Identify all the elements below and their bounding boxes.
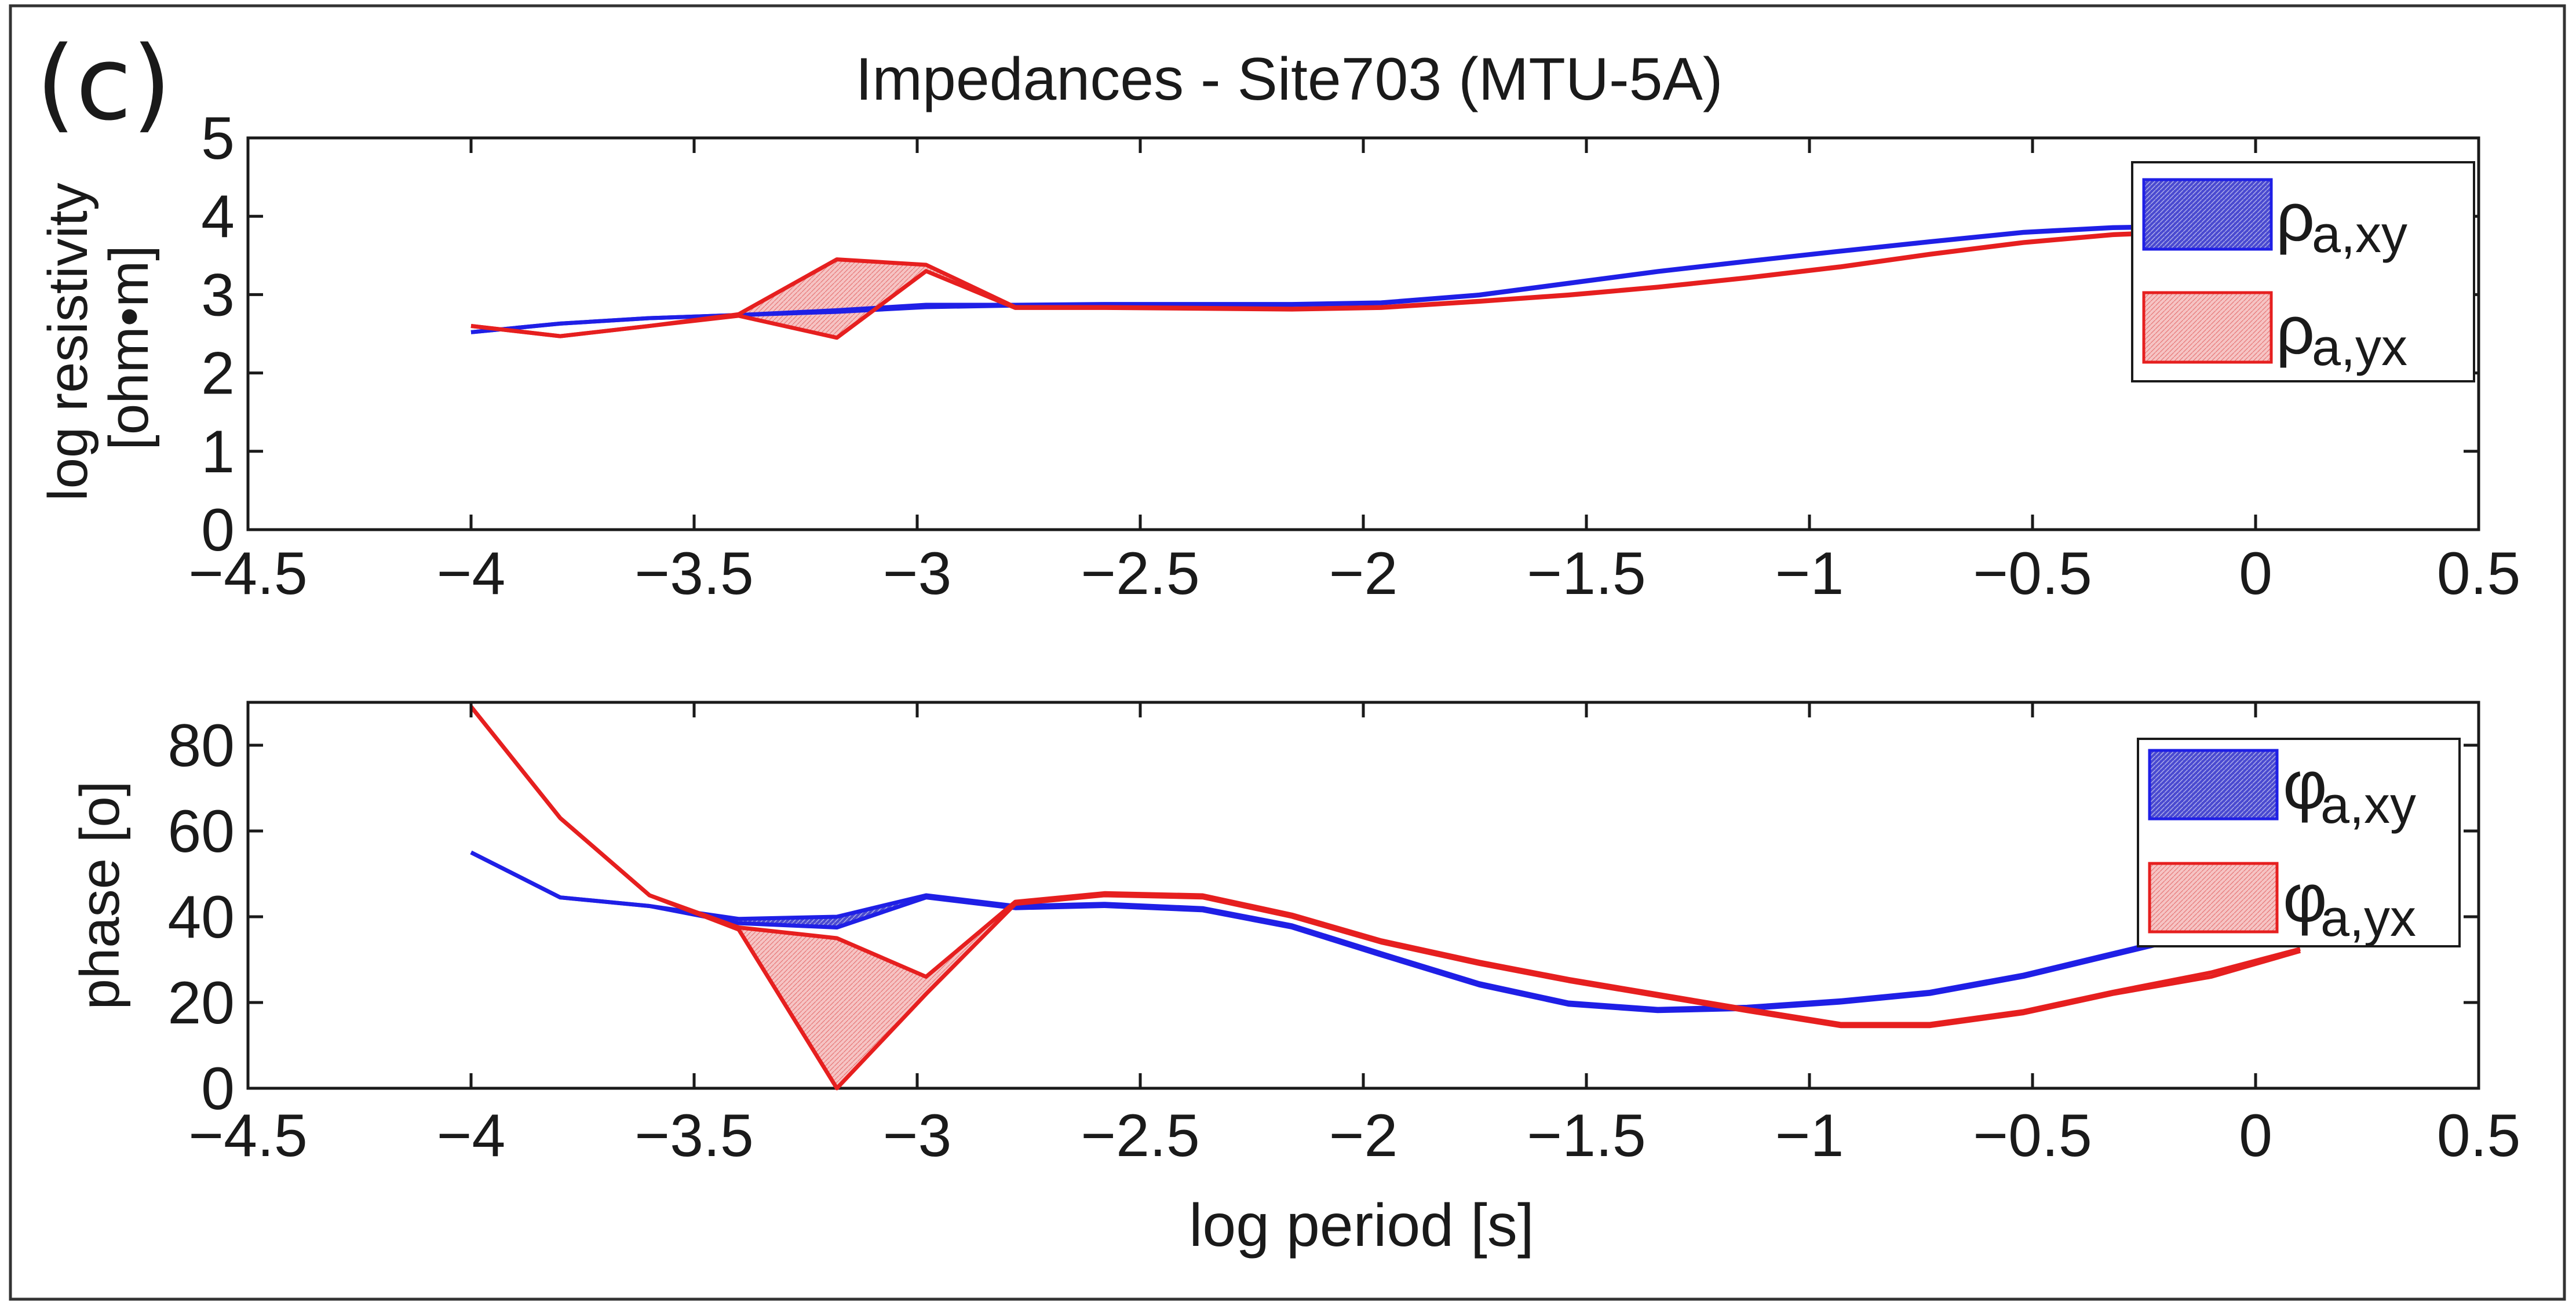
resistivity-xtick-label: −4 xyxy=(437,540,506,607)
resistivity-legend-sub-yx: a,yx xyxy=(2312,319,2407,377)
phase-xtick-label: 0.5 xyxy=(2437,1102,2521,1169)
phase-xtick-label: −3 xyxy=(883,1102,952,1169)
resistivity-xtick-label: −3 xyxy=(883,540,952,607)
resistivity-ytick-label: 5 xyxy=(201,105,235,172)
phase-legend-symbol-yx: φ xyxy=(2283,860,2327,936)
phase-ytick-label: 20 xyxy=(167,969,235,1037)
phase-line-lower-xy xyxy=(470,850,2301,1014)
phase-legend-swatch-yx xyxy=(2148,862,2279,934)
resistivity-band-yx xyxy=(471,228,2300,338)
phase-panel: −4.5 −4 −3.5 −3 −2.5 −2 −1.5 −1 −0.5 0 0.5 0 20 40 60… xyxy=(69,701,2521,1169)
resistivity-xtick-label: −2.5 xyxy=(1081,540,1199,607)
phase-ytick-label: 40 xyxy=(167,884,235,951)
resistivity-line-lower-xy xyxy=(470,224,2301,334)
phase-legend-swatch-xy xyxy=(2148,749,2279,821)
resistivity-xtick-label: −0.5 xyxy=(1973,540,2092,607)
resistivity-ytick-label: 0 xyxy=(201,497,235,564)
resistivity-legend-swatch-yx xyxy=(2142,291,2273,364)
resistivity-xtick-label: −1.5 xyxy=(1527,540,1645,607)
resistivity-legend: ρ a,xy ρ a,yx xyxy=(2131,161,2475,382)
phase-xtick-label: −3.5 xyxy=(634,1102,753,1169)
resistivity-xtick-label: 0 xyxy=(2239,540,2272,607)
phase-ylabel: phase [o] xyxy=(69,781,131,1010)
phase-legend: φ a,xy φ a,yx xyxy=(2137,738,2461,947)
resistivity-panel: −4.5 −4 −3.5 −3 −2.5 −2 −1.5 −1 −0.5 0 0.5 012345 … xyxy=(37,105,2520,607)
phase-xtick-label: −4.5 xyxy=(188,1102,307,1169)
phase-ytick-label: 80 xyxy=(167,712,235,779)
resistivity-ytick-label: 1 xyxy=(201,418,235,486)
phase-xtick-label: −4 xyxy=(437,1102,506,1169)
figure-frame xyxy=(9,4,2566,1301)
resistivity-ytick-label: 2 xyxy=(201,340,235,407)
resistivity-legend-swatch-xy xyxy=(2142,178,2273,251)
figure-title: Impedances - Site703 (MTU-5A) xyxy=(856,46,1723,113)
resistivity-xtick-label: −4.5 xyxy=(188,540,307,607)
phase-ytick-label: 60 xyxy=(167,798,235,865)
resistivity-ytick-label: 3 xyxy=(201,261,235,329)
phase-xtick-label: −2.5 xyxy=(1081,1102,1199,1169)
panel-label: (c) xyxy=(36,24,172,143)
phase-xtick-label: 0 xyxy=(2239,1102,2272,1169)
phase-xtick-label: −1.5 xyxy=(1527,1102,1645,1169)
resistivity-legend-symbol-yx: ρ xyxy=(2276,292,2315,369)
resistivity-ylabel-line2: [ohm•m] xyxy=(98,245,160,450)
phase-legend-sub-yx: a,yx xyxy=(2320,890,2416,947)
phase-line-upper-xy xyxy=(470,850,2301,1011)
resistivity-line-lower-yx xyxy=(470,227,2301,340)
phase-xtick-label: −1 xyxy=(1775,1102,1844,1169)
x-axis-label: log period [s] xyxy=(1189,1192,1534,1259)
phase-ytick-label: 0 xyxy=(201,1055,235,1122)
resistivity-xtick-label: −1 xyxy=(1775,540,1844,607)
phase-legend-symbol-xy: φ xyxy=(2283,747,2327,823)
resistivity-xtick-label: −2 xyxy=(1329,540,1398,607)
phase-legend-sub-xy: a,xy xyxy=(2320,777,2416,834)
phase-line-upper-yx xyxy=(469,705,2301,1026)
phase-axes-box xyxy=(246,701,2480,1090)
resistivity-legend-sub-xy: a,xy xyxy=(2312,206,2407,264)
resistivity-legend-symbol-xy: ρ xyxy=(2276,179,2315,256)
resistivity-xtick-label: 0.5 xyxy=(2437,540,2521,607)
resistivity-ytick-label: 4 xyxy=(201,183,235,250)
resistivity-ylabel-line1: log resistivity xyxy=(37,183,99,501)
phase-xtick-label: −2 xyxy=(1329,1102,1398,1169)
resistivity-xtick-label: −3.5 xyxy=(634,540,753,607)
phase-xtick-label: −0.5 xyxy=(1973,1102,2092,1169)
phase-line-lower-yx xyxy=(469,705,2301,1091)
